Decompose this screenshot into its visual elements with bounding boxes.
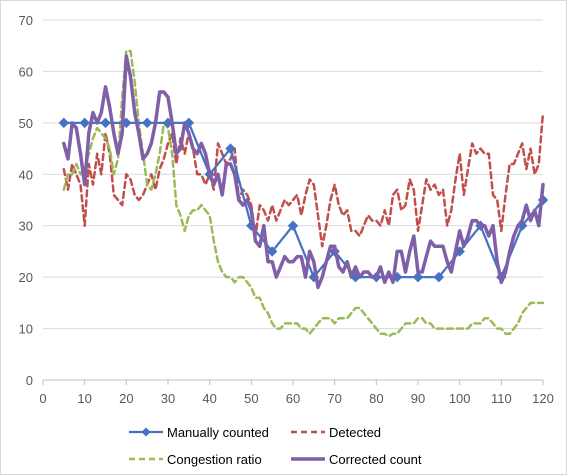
x-tick-label: 60 [286,391,300,406]
legend-label: Corrected count [329,452,422,467]
x-tick-label: 20 [119,391,133,406]
x-tick-label: 80 [369,391,383,406]
legend-item: Congestion ratio [129,452,262,467]
data-point-marker [79,117,90,129]
series-line-congestion-ratio [62,49,545,338]
legend-marker [141,427,151,437]
x-tick-label: 70 [327,391,341,406]
legend-label: Detected [329,425,381,440]
data-point-marker [287,220,299,231]
y-tick-label: 0 [26,373,33,388]
legend-item: Detected [291,425,381,440]
data-point-marker [433,271,445,283]
y-tick-label: 50 [19,116,33,131]
series-lines [58,49,549,338]
data-point-marker [141,117,153,129]
x-tick-label: 110 [491,391,512,406]
x-tick-label: 30 [161,391,175,406]
y-tick-label: 70 [19,13,33,28]
x-tick-label: 120 [532,391,554,406]
axes [42,379,544,385]
x-tick-label: 0 [39,391,46,406]
series-line-corrected-count [62,54,545,290]
series-line-detected [62,111,545,248]
legend-label: Manually counted [167,425,269,440]
tick-labels: 0 10 20 30 40 50 60 70 80 90 100 110 120 0 10 20 30 40 50 6… [19,13,554,406]
data-point-marker [100,117,111,129]
y-tick-label: 40 [19,167,33,182]
data-point-marker [266,246,278,257]
data-point-marker [225,143,236,154]
legend-label: Congestion ratio [167,452,262,467]
x-tick-label: 40 [202,391,216,406]
y-tick-label: 10 [19,322,33,337]
data-point-marker [412,271,424,283]
x-tick-label: 50 [244,391,258,406]
legend-item: Manually counted [129,425,269,440]
x-tick-label: 90 [411,391,425,406]
legend-item: Corrected count [291,452,422,467]
y-tick-label: 30 [19,219,33,234]
y-tick-label: 60 [19,64,33,79]
x-tick-label: 100 [449,391,471,406]
x-tick-label: 10 [77,391,91,406]
y-tick-label: 20 [19,270,33,285]
legend: Manually counted Detected Congestion ratio… [129,425,422,467]
data-point-marker [58,117,70,129]
